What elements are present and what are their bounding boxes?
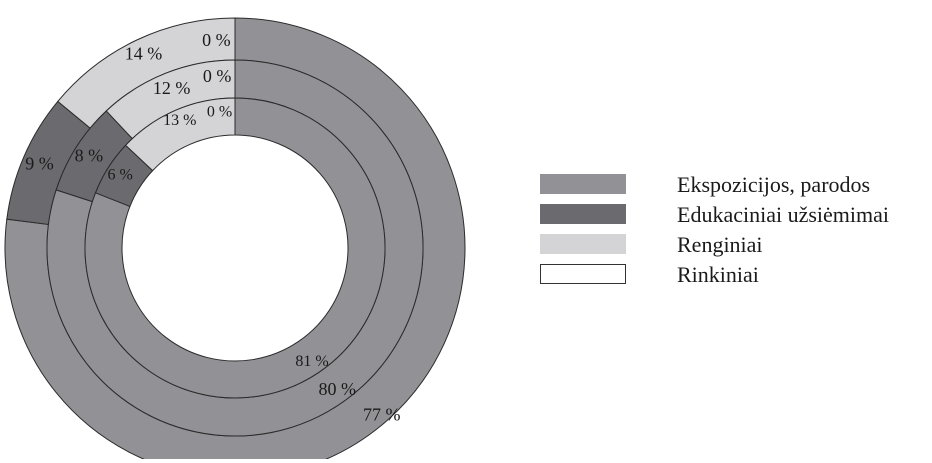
label-middle-edukaciniai: 8 % bbox=[75, 145, 104, 165]
label-inner-edukaciniai: 6 % bbox=[108, 167, 133, 184]
label-inner-ekspozicijos: 81 % bbox=[295, 353, 328, 370]
label-inner-rinkiniai: 0 % bbox=[207, 104, 232, 121]
legend-label-renginiai: Renginiai bbox=[677, 232, 763, 257]
legend-swatch-rinkiniai bbox=[540, 264, 626, 284]
legend-swatch-edukaciniai bbox=[540, 204, 626, 224]
label-outer-renginiai: 14 % bbox=[125, 43, 163, 63]
legend-label-rinkiniai: Rinkiniai bbox=[677, 262, 759, 287]
label-inner-renginiai: 13 % bbox=[163, 112, 196, 129]
label-outer-rinkiniai: 0 % bbox=[202, 30, 231, 50]
label-outer-ekspozicijos: 77 % bbox=[363, 405, 401, 425]
label-middle-renginiai: 12 % bbox=[153, 78, 191, 98]
legend-label-ekspozicijos: Ekspozicijos, parodos bbox=[677, 172, 871, 197]
label-middle-ekspozicijos: 80 % bbox=[319, 379, 357, 399]
legend-label-edukaciniai: Edukaciniai užsiėmimai bbox=[677, 202, 889, 227]
label-middle-rinkiniai: 0 % bbox=[203, 66, 232, 86]
slice-inner-ekspozicijos bbox=[84, 97, 386, 399]
legend-swatch-ekspozicijos bbox=[540, 174, 626, 194]
legend-swatch-renginiai bbox=[540, 234, 626, 254]
label-outer-edukaciniai: 9 % bbox=[25, 153, 54, 173]
